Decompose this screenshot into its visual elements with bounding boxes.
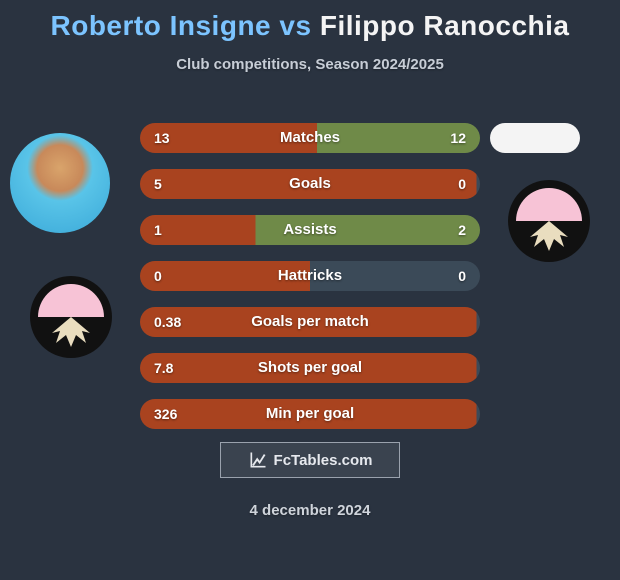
stat-label: Min per goal: [140, 399, 480, 429]
subtitle: Club competitions, Season 2024/2025: [0, 56, 620, 73]
stat-row: 1Assists2: [140, 215, 480, 245]
stat-value-right: 2: [458, 215, 466, 245]
title-vs: vs: [279, 10, 319, 41]
eagle-icon: [38, 312, 104, 350]
title-player-right: Filippo Ranocchia: [320, 10, 570, 41]
brand-logo: FcTables.com: [220, 442, 400, 478]
stat-row: 7.8Shots per goal: [140, 353, 480, 383]
stat-label: Assists: [140, 215, 480, 245]
player-right-club-badge: [508, 180, 590, 262]
player-right-avatar-placeholder: [490, 123, 580, 153]
stat-value-right: 0: [458, 261, 466, 291]
chart-icon: [248, 450, 268, 470]
stat-row: 326Min per goal: [140, 399, 480, 429]
player-left-avatar: [10, 133, 110, 233]
stat-row: 0Hattricks0: [140, 261, 480, 291]
player-left-club-badge: [30, 276, 112, 358]
page-title: Roberto Insigne vs Filippo Ranocchia: [0, 0, 620, 42]
stat-value-right: 12: [450, 123, 466, 153]
stats-container: 13Matches125Goals01Assists20Hattricks00.…: [140, 123, 480, 445]
title-player-left: Roberto Insigne: [51, 10, 280, 41]
stat-value-right: 0: [458, 169, 466, 199]
stat-row: 13Matches12: [140, 123, 480, 153]
stat-label: Goals per match: [140, 307, 480, 337]
brand-text: FcTables.com: [274, 452, 373, 469]
stat-label: Matches: [140, 123, 480, 153]
stat-label: Shots per goal: [140, 353, 480, 383]
stat-label: Hattricks: [140, 261, 480, 291]
eagle-icon: [516, 216, 582, 254]
stat-row: 0.38Goals per match: [140, 307, 480, 337]
stat-label: Goals: [140, 169, 480, 199]
date-text: 4 december 2024: [0, 502, 620, 519]
stat-row: 5Goals0: [140, 169, 480, 199]
